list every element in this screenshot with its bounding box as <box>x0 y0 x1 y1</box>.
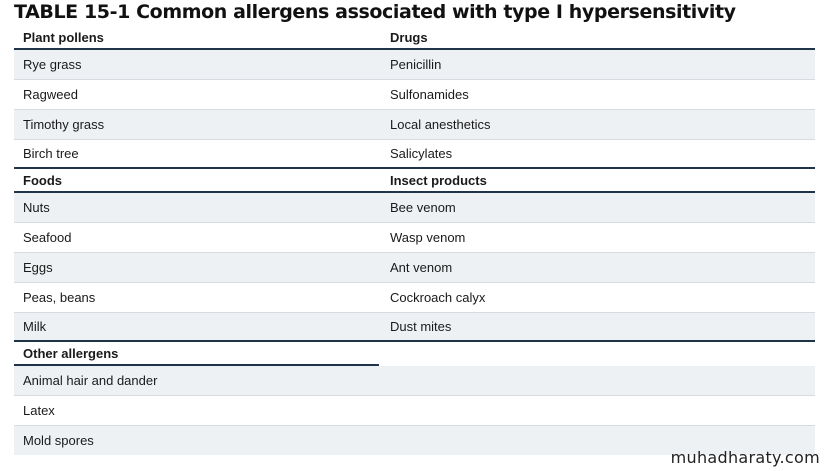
table-title: TABLE 15-1 Common allergens associated w… <box>14 1 736 23</box>
table-cell: Timothy grass <box>23 117 105 132</box>
table-cell: Eggs <box>23 260 53 275</box>
table-cell <box>379 366 815 395</box>
table-cell: Ant venom <box>390 260 453 275</box>
watermark: muhadharaty.com <box>670 448 820 467</box>
section-header-drugs: Drugs <box>379 26 815 50</box>
table-cell: Bee venom <box>390 200 456 215</box>
table-cell: Milk <box>14 313 379 342</box>
table-cell: Ragweed <box>23 87 78 102</box>
table-cell: Animal hair and dander <box>23 373 158 388</box>
section-header-row: Other allergens <box>14 342 815 366</box>
table-cell <box>379 396 815 425</box>
table-cell: Dust mites <box>379 313 815 342</box>
table-cell: Cockroach calyx <box>390 290 486 305</box>
table-cell: Mold spores <box>23 433 94 448</box>
section-header-plant-pollens: Plant pollens <box>14 26 379 50</box>
table-cell: Wasp venom <box>390 230 466 245</box>
section-header-foods: Foods <box>14 169 379 193</box>
table-cell: Seafood <box>23 230 72 245</box>
table-row: Ragweed Sulfonamides <box>14 80 815 110</box>
table-row: Timothy grass Local anesthetics <box>14 110 815 140</box>
allergen-table: Plant pollens Drugs Rye grass Penicillin… <box>14 26 815 455</box>
table-cell: Latex <box>23 403 55 418</box>
table-cell: Salicylates <box>379 140 815 169</box>
table-row: Animal hair and dander <box>14 366 815 396</box>
table-row: Milk Dust mites <box>14 313 815 342</box>
table-cell: Sulfonamides <box>390 87 469 102</box>
section-header-row: Plant pollens Drugs <box>14 26 815 50</box>
table-cell: Birch tree <box>14 140 379 169</box>
table-row: Birch tree Salicylates <box>14 140 815 169</box>
table-row: Rye grass Penicillin <box>14 50 815 80</box>
section-header-other-allergens: Other allergens <box>14 342 379 366</box>
table-cell: Nuts <box>23 200 50 215</box>
empty-cell <box>379 342 815 366</box>
table-cell: Penicillin <box>390 57 442 72</box>
table-row: Mold spores <box>14 426 815 455</box>
section-header-row: Foods Insect products <box>14 169 815 193</box>
table-row: Latex <box>14 396 815 426</box>
table-row: Eggs Ant venom <box>14 253 815 283</box>
table-cell: Local anesthetics <box>390 117 491 132</box>
table-cell: Rye grass <box>23 57 82 72</box>
table-row: Peas, beans Cockroach calyx <box>14 283 815 313</box>
section-header-insect-products: Insect products <box>379 169 815 193</box>
table-cell: Peas, beans <box>23 290 96 305</box>
table-row: Seafood Wasp venom <box>14 223 815 253</box>
table-row: Nuts Bee venom <box>14 193 815 223</box>
